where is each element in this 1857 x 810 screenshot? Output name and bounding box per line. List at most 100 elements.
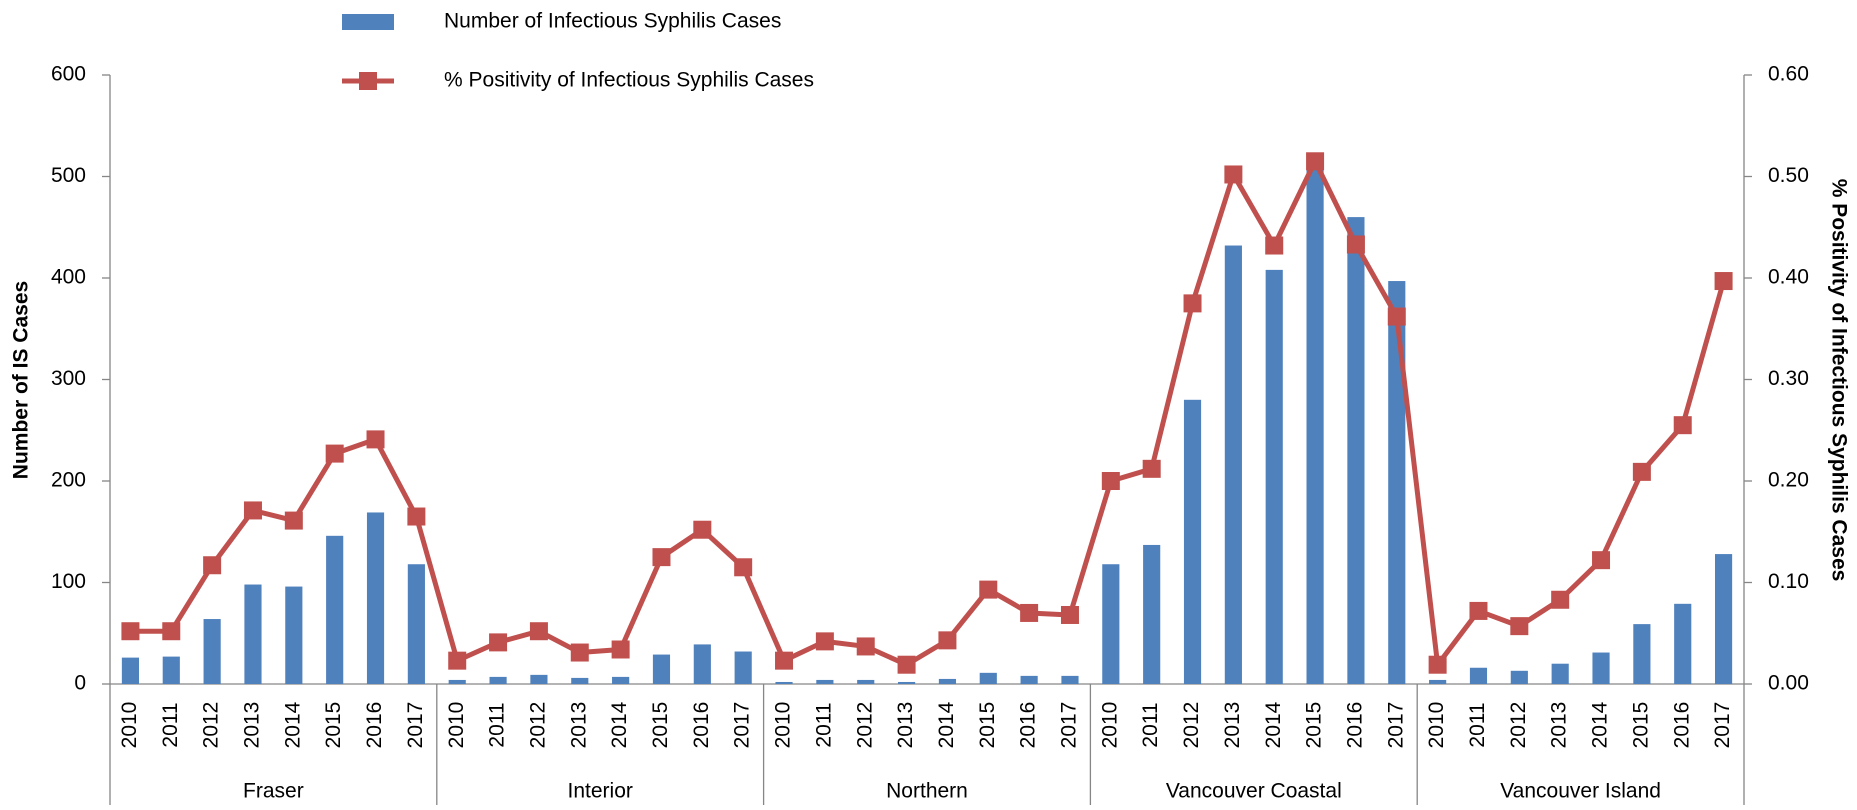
y2-tick-label: 0.20 bbox=[1768, 469, 1809, 492]
bar bbox=[244, 584, 262, 684]
line-marker bbox=[1714, 272, 1733, 291]
bar bbox=[1183, 399, 1202, 684]
bar bbox=[1469, 667, 1488, 684]
bar bbox=[1061, 675, 1079, 684]
line-marker bbox=[1469, 601, 1488, 620]
line-marker bbox=[897, 655, 916, 674]
x-tick-label: 2016 bbox=[363, 702, 386, 749]
x-tick-label: 2016 bbox=[1670, 702, 1693, 749]
x-tick-label: 2011 bbox=[1466, 702, 1489, 747]
bar bbox=[1143, 544, 1161, 684]
x-tick-label: 2012 bbox=[853, 702, 876, 749]
line-marker bbox=[325, 444, 344, 463]
bar bbox=[693, 644, 711, 684]
line-marker bbox=[1142, 459, 1161, 478]
x-tick-label: 2014 bbox=[608, 701, 631, 748]
bar bbox=[979, 672, 997, 684]
legend-marker bbox=[359, 72, 377, 90]
x-tick-label: 2014 bbox=[935, 701, 958, 748]
line-marker bbox=[570, 643, 589, 662]
y2-tick-label: 0.40 bbox=[1768, 266, 1809, 289]
x-tick-label: 2016 bbox=[690, 702, 713, 749]
x-tick-label: 2015 bbox=[1303, 702, 1326, 749]
y-tick-label: 400 bbox=[51, 266, 86, 289]
y-tick-label: 0 bbox=[74, 672, 86, 695]
x-tick-label: 2011 bbox=[812, 702, 835, 747]
x-tick-label: 2015 bbox=[322, 702, 345, 749]
x-tick-label: 2010 bbox=[1098, 702, 1121, 749]
bar bbox=[1714, 554, 1733, 684]
bar bbox=[1224, 245, 1242, 684]
line-marker bbox=[856, 637, 875, 656]
x-tick-label: 2012 bbox=[526, 702, 549, 749]
bar bbox=[1388, 281, 1406, 684]
bar bbox=[285, 586, 303, 684]
line-marker bbox=[1387, 307, 1406, 326]
x-tick-label: 2010 bbox=[118, 702, 141, 749]
x-tick-label: 2014 bbox=[1262, 701, 1285, 748]
bar bbox=[203, 619, 221, 684]
legend-label: % Positivity of Infectious Syphilis Case… bbox=[444, 69, 814, 92]
line-marker bbox=[1265, 236, 1284, 255]
legend-label: Number of Infectious Syphilis Cases bbox=[444, 10, 781, 33]
line-marker bbox=[366, 430, 385, 449]
bar bbox=[571, 677, 589, 684]
x-tick-label: 2010 bbox=[1425, 702, 1448, 749]
group-label: Northern bbox=[886, 780, 968, 803]
line-marker bbox=[489, 633, 508, 652]
x-tick-label: 2016 bbox=[1017, 702, 1040, 749]
bar bbox=[366, 512, 385, 684]
y2-tick-label: 0.00 bbox=[1768, 672, 1809, 695]
bar bbox=[775, 681, 793, 684]
line-marker bbox=[448, 651, 467, 670]
legend-swatch bbox=[342, 14, 394, 30]
line-marker bbox=[407, 507, 426, 526]
line-marker bbox=[815, 632, 834, 651]
line-marker bbox=[162, 622, 181, 641]
x-tick-label: 2014 bbox=[1589, 701, 1612, 748]
y-tick-label: 300 bbox=[51, 367, 86, 390]
y-tick-label: 500 bbox=[51, 164, 86, 187]
y2-axis-title: % Positivity of Infectious Syphilis Case… bbox=[1827, 179, 1850, 582]
group-label: Vancouver Coastal bbox=[1166, 780, 1342, 803]
bar bbox=[1674, 603, 1692, 684]
y2-tick-label: 0.10 bbox=[1768, 570, 1809, 593]
line-marker bbox=[1224, 165, 1243, 184]
line-marker bbox=[1592, 551, 1611, 570]
y-tick-label: 600 bbox=[51, 63, 86, 86]
line-marker bbox=[284, 511, 303, 530]
line-marker bbox=[1060, 605, 1079, 624]
y2-tick-label: 0.30 bbox=[1768, 367, 1809, 390]
line-marker bbox=[693, 520, 712, 539]
bar bbox=[489, 676, 507, 684]
line-marker bbox=[1510, 617, 1529, 636]
bar bbox=[1306, 166, 1324, 685]
x-tick-label: 2016 bbox=[1343, 702, 1366, 749]
x-tick-label: 2013 bbox=[1221, 702, 1244, 749]
bar bbox=[1510, 670, 1528, 684]
y-axis-title: Number of IS Cases bbox=[10, 281, 33, 479]
x-tick-label: 2013 bbox=[894, 702, 917, 749]
line-marker bbox=[1183, 294, 1202, 313]
x-tick-label: 2012 bbox=[1180, 702, 1203, 749]
line-marker bbox=[121, 622, 140, 641]
bar bbox=[530, 674, 548, 684]
bar bbox=[407, 564, 425, 684]
bar bbox=[897, 681, 916, 684]
x-tick-label: 2011 bbox=[486, 702, 509, 747]
line-marker bbox=[1551, 590, 1570, 609]
x-tick-label: 2010 bbox=[445, 702, 468, 749]
x-tick-label: 2017 bbox=[1058, 702, 1081, 749]
line-marker bbox=[1101, 472, 1120, 490]
line-marker bbox=[243, 501, 262, 520]
bar bbox=[652, 654, 671, 684]
x-tick-label: 2015 bbox=[649, 702, 672, 749]
bar bbox=[1429, 679, 1447, 684]
x-tick-label: 2015 bbox=[1629, 702, 1652, 749]
y2-tick-label: 0.50 bbox=[1768, 164, 1809, 187]
line-marker bbox=[611, 640, 630, 659]
line-marker bbox=[203, 556, 222, 575]
bar bbox=[612, 676, 630, 684]
line-marker bbox=[1673, 416, 1692, 435]
